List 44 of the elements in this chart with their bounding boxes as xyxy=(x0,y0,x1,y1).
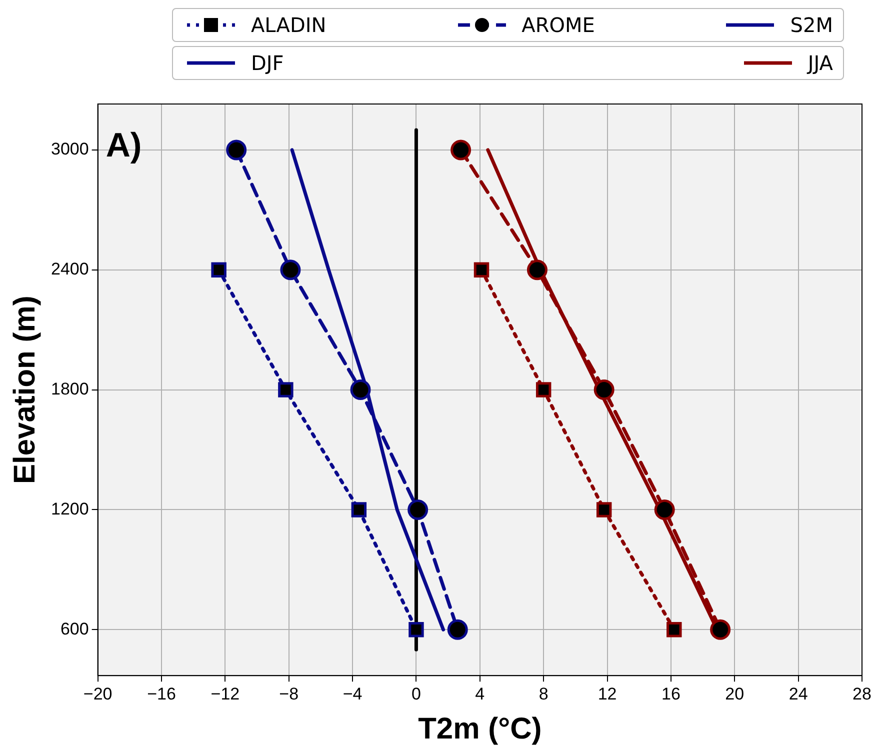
x-tick-label: −8 xyxy=(279,684,299,704)
point xyxy=(226,140,247,160)
point xyxy=(408,499,428,520)
point xyxy=(280,260,301,280)
y-tick-label: 2400 xyxy=(50,260,89,279)
x-tick-label: −20 xyxy=(83,684,112,704)
x-tick-label: −4 xyxy=(342,684,362,704)
point xyxy=(710,619,731,640)
y-axis-title: Elevation (m) xyxy=(8,296,42,484)
point xyxy=(450,140,472,160)
point xyxy=(211,262,226,278)
point xyxy=(526,260,548,280)
point xyxy=(278,382,294,398)
x-axis-title: T2m (°C) xyxy=(418,712,542,746)
y-tick-label: 600 xyxy=(60,619,89,638)
text: DJF xyxy=(251,51,284,75)
x-tick-label: 0 xyxy=(411,684,421,704)
x-tick-label: 24 xyxy=(788,684,808,704)
x-tick-label: 20 xyxy=(725,684,744,704)
point xyxy=(408,622,424,638)
point xyxy=(536,382,552,398)
point xyxy=(351,502,367,518)
point xyxy=(666,622,682,638)
legend-label: ALADIN xyxy=(251,13,326,37)
y-tick-label: 3000 xyxy=(50,140,89,159)
x-tick-label: 8 xyxy=(538,684,548,704)
text: JJA xyxy=(808,51,833,75)
point xyxy=(596,502,612,518)
x-tick-label: −12 xyxy=(210,684,240,704)
x-tick-label: 4 xyxy=(475,684,485,704)
x-tick-label: −16 xyxy=(147,684,176,704)
x-tick-label: 28 xyxy=(852,684,872,704)
x-tick-label: 12 xyxy=(598,684,617,704)
point xyxy=(474,262,490,278)
point xyxy=(350,380,371,400)
point xyxy=(654,499,675,520)
y-tick-label: 1200 xyxy=(50,499,89,518)
point xyxy=(594,380,614,400)
point xyxy=(447,619,468,640)
annotation: A) xyxy=(106,126,142,164)
legend-label: AROME xyxy=(522,13,595,37)
x-tick-label: 16 xyxy=(661,684,680,704)
y-tick-label: 1800 xyxy=(50,379,89,398)
legend-label: S2M xyxy=(790,13,833,37)
